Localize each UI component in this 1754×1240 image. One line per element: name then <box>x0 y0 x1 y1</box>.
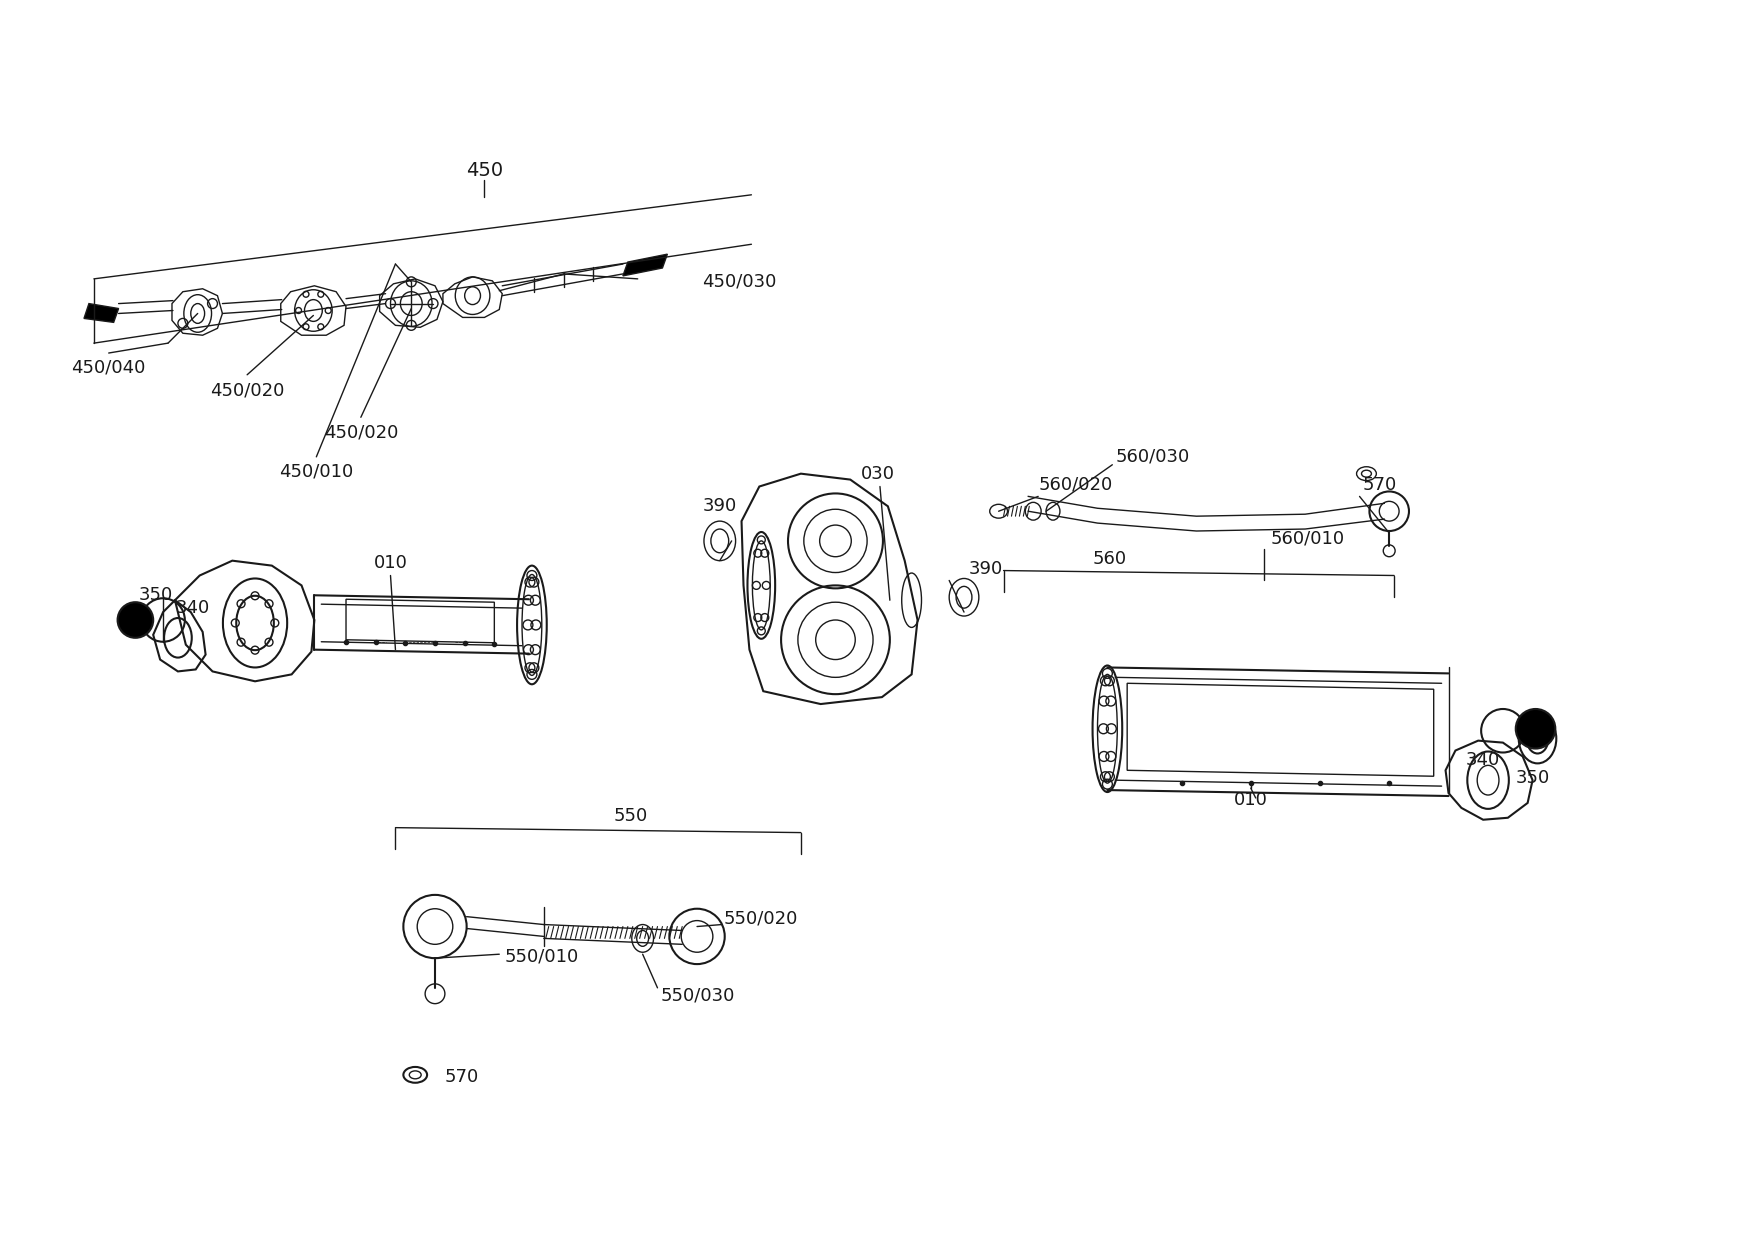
Text: 570: 570 <box>1363 475 1396 494</box>
Text: 450/010: 450/010 <box>279 463 354 481</box>
Text: 450/020: 450/020 <box>210 382 284 399</box>
Text: 550/020: 550/020 <box>724 910 798 928</box>
Text: 340: 340 <box>175 599 210 618</box>
Text: 390: 390 <box>703 497 737 516</box>
Text: 450/040: 450/040 <box>72 358 146 377</box>
Text: 450: 450 <box>467 161 503 180</box>
Text: 010: 010 <box>374 553 407 572</box>
Text: 560/010: 560/010 <box>1270 529 1345 548</box>
Circle shape <box>118 603 153 637</box>
Text: 030: 030 <box>861 465 895 482</box>
Text: 450/030: 450/030 <box>702 273 777 291</box>
Text: 340: 340 <box>1466 751 1500 769</box>
Circle shape <box>1515 709 1556 749</box>
Text: 550/010: 550/010 <box>503 947 579 965</box>
Text: 550: 550 <box>614 807 647 825</box>
Text: 450/020: 450/020 <box>324 423 398 441</box>
Text: 350: 350 <box>139 587 174 604</box>
Text: 390: 390 <box>968 559 1003 578</box>
Text: 010: 010 <box>1233 791 1268 808</box>
Polygon shape <box>84 304 119 322</box>
Text: 550/030: 550/030 <box>661 987 735 1004</box>
Text: 560: 560 <box>1093 549 1126 568</box>
Text: 570: 570 <box>446 1068 479 1086</box>
Text: 560/020: 560/020 <box>1038 475 1112 494</box>
Text: 350: 350 <box>1515 769 1551 787</box>
Polygon shape <box>623 254 667 275</box>
Text: 560/030: 560/030 <box>1116 448 1189 466</box>
